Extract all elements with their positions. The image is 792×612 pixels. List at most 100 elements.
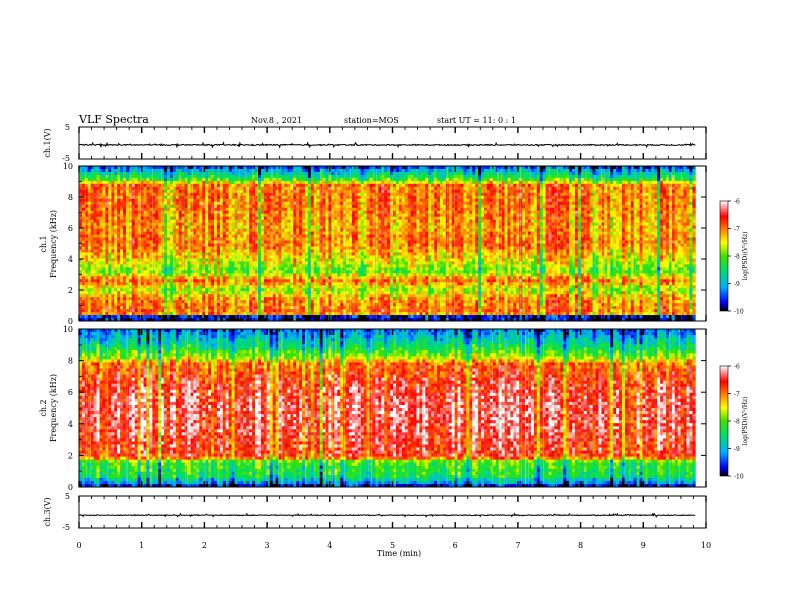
ch1-spectrogram-cell (100, 252, 103, 255)
ch1-spectrogram-cell (161, 202, 164, 205)
ch1-spectrogram-cell (311, 288, 314, 291)
ch1-spectrogram-cell (326, 300, 329, 303)
ch1-spectrogram-cell (252, 187, 255, 190)
ch1-spectrogram-cell (273, 267, 276, 270)
ch1-spectrogram-cell (123, 282, 126, 285)
ch1-spectrogram-cell (123, 264, 126, 267)
ch1-spectrogram-cell (255, 211, 258, 214)
ch1-spectrogram-cell (235, 232, 238, 235)
ch1-spectrogram-cell (167, 249, 170, 252)
ch1-spectrogram-cell (88, 178, 91, 181)
ch1-spectrogram-cell (214, 249, 217, 252)
ch1-spectrogram-cell (258, 211, 261, 214)
ch1-spectrogram-cell (161, 315, 164, 318)
ch1-spectrogram-cell (141, 187, 144, 190)
ch1-spectrogram-cell (167, 312, 170, 315)
ch1-spectrogram-cell (320, 172, 323, 175)
ch1-spectrogram-cell (326, 285, 329, 288)
ch1-spectrogram-cell (223, 309, 226, 312)
ch1-spectrogram-cell (284, 288, 287, 291)
ch1-spectrogram-cell (114, 303, 117, 306)
ch1-spectrogram-cell (196, 235, 199, 238)
ch1-spectrogram-cell (252, 282, 255, 285)
ch1-spectrogram-cell (229, 306, 232, 309)
ch1-spectrogram-cell (193, 238, 196, 241)
ch1-spectrogram-cell (196, 312, 199, 315)
ch1-spectrogram-cell (117, 172, 120, 175)
ch1-spectrogram-cell (185, 306, 188, 309)
ch1-spectrogram-cell (193, 184, 196, 187)
ch1-spectrogram-cell (340, 276, 343, 279)
ch1-spectrogram-cell (217, 258, 220, 261)
ch1-spectrogram-cell (311, 273, 314, 276)
ch1-spectrogram-cell (252, 217, 255, 220)
ch1-spectrogram-cell (267, 300, 270, 303)
ch1-spectrogram-cell (317, 303, 320, 306)
ch1-spectrogram-cell (132, 196, 135, 199)
ch1-waveform-panel: 5 -5 ch.1(V) (43, 123, 706, 163)
ch1-spectrogram-cell (100, 315, 103, 318)
ch1-spectrogram-cell (296, 202, 299, 205)
ch1-spectrogram-cell (255, 285, 258, 288)
ch1-spectrogram-cell (290, 282, 293, 285)
ch1-spectrogram-cell (205, 306, 208, 309)
ch1-spectrogram-cell (235, 246, 238, 249)
ch1-spectrogram-cell (202, 220, 205, 223)
ch1-spectrogram-cell (299, 190, 302, 193)
ch1-spectrogram-cell (223, 249, 226, 252)
ch1-spectrogram-cell (94, 252, 97, 255)
ch1-spectrogram-cell (135, 172, 138, 175)
ch1-spectrogram-cell (147, 244, 150, 247)
ch1-spectrogram-cell (82, 175, 85, 178)
ch1-spectrogram-cell (279, 252, 282, 255)
ch1-spectrogram-cell (232, 172, 235, 175)
ch1-spectrogram-cell (229, 172, 232, 175)
ch1-spectrogram-cell (135, 252, 138, 255)
ch1-spectrogram-cell (117, 229, 120, 232)
ch1-spectrogram-cell (299, 178, 302, 181)
ch1-spectrogram-cell (132, 175, 135, 178)
ch1-spectrogram-cell (299, 196, 302, 199)
ch1-spectrogram-cell (100, 261, 103, 264)
ch1-spectrogram-cell (170, 249, 173, 252)
ch1-spectrogram-cell (217, 217, 220, 220)
ch1-spectrogram-cell (100, 199, 103, 202)
ch1-spectrogram-cell (199, 223, 202, 226)
ch1-spectrogram-cell (126, 211, 129, 214)
ch1-spectrogram-cell (205, 190, 208, 193)
ch1-spectrogram-cell (308, 238, 311, 241)
ch1-spectrogram-cell (235, 312, 238, 315)
ch1-spectrogram-cell (299, 199, 302, 202)
ch1-spectrogram-cell (91, 211, 94, 214)
ch1-spectrogram-cell (144, 276, 147, 279)
ch1-spectrogram-cell (296, 258, 299, 261)
ch1-spectrogram-cell (235, 288, 238, 291)
ch1-spectrogram-cell (126, 235, 129, 238)
ch1-spectrogram-cell (226, 229, 229, 232)
ch1-spectrogram-cell (320, 270, 323, 273)
ch1-spectrogram-cell (214, 220, 217, 223)
ch1-spectrogram-cell (249, 297, 252, 300)
ch1-spectrogram-cell (311, 264, 314, 267)
ch1-spectrogram-cell (326, 288, 329, 291)
ch1-spectrogram-cell (147, 291, 150, 294)
ch1-spectrogram-cell (114, 181, 117, 184)
ch1-spectrogram-cell (293, 223, 296, 226)
ch1-spectrogram-cell (273, 193, 276, 196)
ch1-spectrogram-cell (267, 306, 270, 309)
ch1-spectrogram-cell (293, 267, 296, 270)
ch1-spectrogram-cell (114, 193, 117, 196)
ch1-spectrogram-cell (126, 246, 129, 249)
ch1-spectrogram-cell (161, 187, 164, 190)
ch1-spectrogram-cell (226, 205, 229, 208)
ch1-spectrogram-cell (299, 258, 302, 261)
ch1-spectrogram-cell (320, 175, 323, 178)
ch1-spectrogram-cell (164, 211, 167, 214)
ch1-spectrogram-cell (117, 223, 120, 226)
ch1-spectrogram-cell (144, 267, 147, 270)
ch1-spectrogram-cell (132, 208, 135, 211)
ch1-spectrogram-cell (105, 214, 108, 217)
ch1-spectrogram-cell (117, 258, 120, 261)
ch1-spectrogram-cell (235, 214, 238, 217)
ch1-spectrogram-cell (152, 205, 155, 208)
